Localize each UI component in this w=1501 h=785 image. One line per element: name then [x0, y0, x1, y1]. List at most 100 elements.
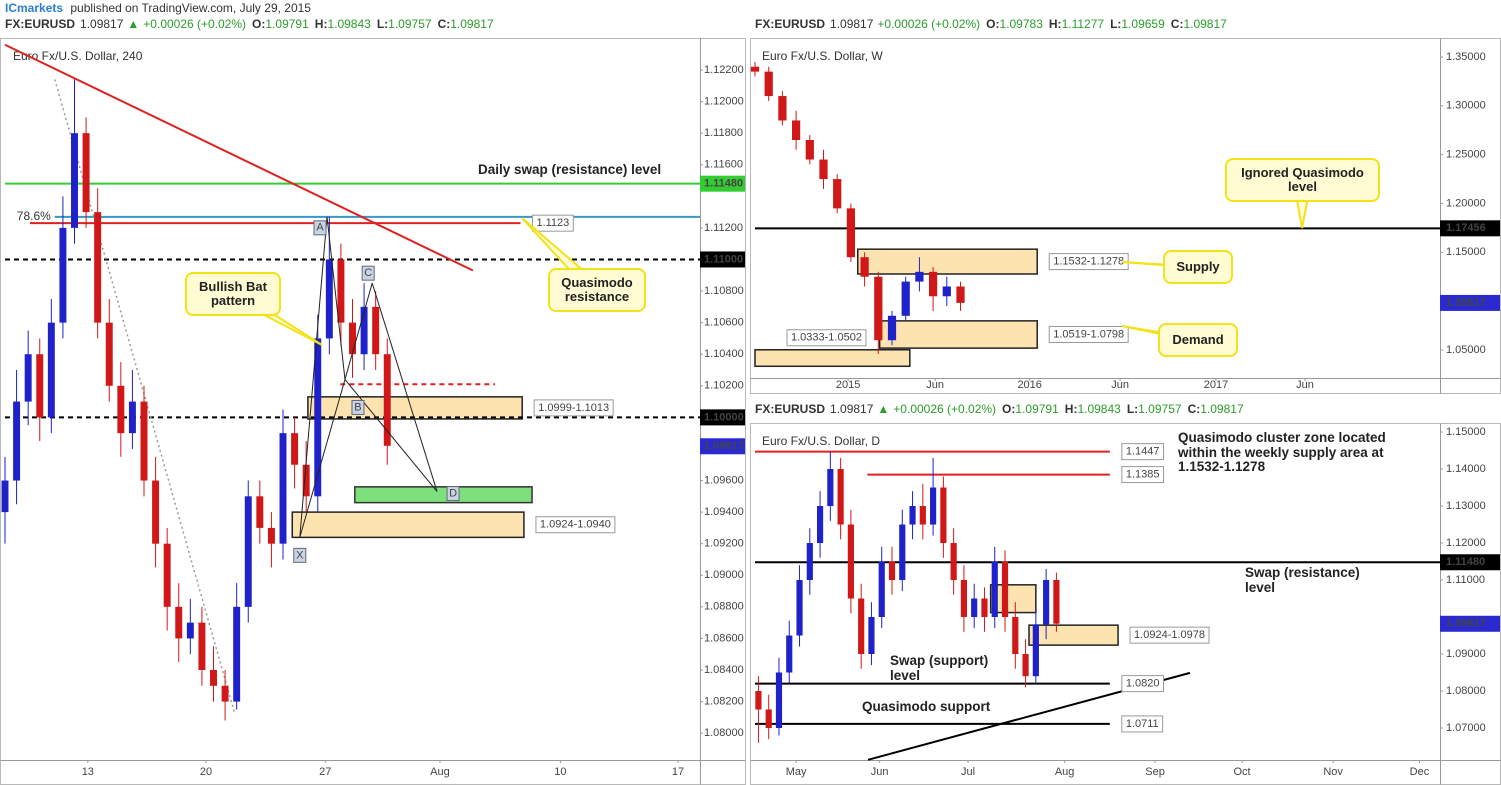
- pattern-point-label: X: [296, 549, 304, 561]
- x-tick-label: 17: [672, 766, 684, 778]
- zone-label-box: [535, 516, 616, 534]
- x-tick-label: Jun: [926, 379, 944, 391]
- candle-body: [372, 306, 380, 355]
- x-tick-label: Aug: [430, 766, 450, 778]
- candle-body: [36, 354, 44, 418]
- candle-body: [981, 598, 988, 618]
- candle-body: [930, 487, 937, 525]
- annotation: Quasimodo cluster zone located within th…: [1178, 429, 1386, 475]
- pattern-point: [293, 547, 307, 563]
- ohlc-value: 1.09659: [1121, 17, 1165, 31]
- candle-body: [887, 315, 897, 341]
- ohlc-label: O:: [986, 17, 999, 31]
- chart-header: FX:EURUSD 1.09817 ▲ +0.00026 (+0.02%) O:1.09…: [5, 17, 494, 31]
- annotation-box: Ignored Quasimodo level: [1225, 158, 1380, 202]
- y-tick-label: 1.08000: [1446, 685, 1486, 697]
- annotation: Ignored Quasimodo level: [1225, 158, 1380, 202]
- candle-body: [291, 433, 299, 465]
- chart-header: FX:EURUSD 1.09817 ▲ +0.00026 (+0.02%) O:1.09…: [755, 402, 1244, 416]
- y-tick-label: 1.11000: [1446, 574, 1485, 586]
- x-tick-label: Oct: [1233, 766, 1250, 778]
- annotation-box: Bullish Bat pattern: [185, 272, 281, 316]
- pattern-leg: [326, 216, 346, 380]
- pattern-point: [351, 399, 365, 415]
- annotation: Daily swap (resistance) level: [478, 161, 662, 177]
- level-label-box: [531, 214, 574, 232]
- y-tick-label: 1.11200: [704, 222, 743, 234]
- x-tick-label: Aug: [1055, 766, 1075, 778]
- y-tick-label: 1.15000: [1446, 246, 1486, 258]
- candle-body: [940, 487, 947, 544]
- ohlc-value: 1.09817: [450, 17, 494, 31]
- candle-body: [816, 506, 824, 544]
- candle-body: [337, 259, 345, 323]
- price-tag-label: 1.09817: [1446, 618, 1486, 630]
- y-tick-label: 1.09000: [704, 569, 744, 581]
- price-tag: [1440, 554, 1500, 571]
- candle-body: [24, 354, 32, 402]
- x-tick-label: Sep: [1145, 766, 1165, 778]
- x-tick-label: 20: [200, 766, 212, 778]
- zone-label-box: [1129, 626, 1210, 644]
- x-tick-label: 10: [554, 766, 566, 778]
- candle-body: [791, 120, 801, 141]
- y-tick-label: 1.25000: [1446, 149, 1486, 161]
- x-tick-label: 2016: [1017, 379, 1041, 391]
- y-tick-label: 1.12200: [704, 64, 744, 76]
- x-tick-label: Jul: [961, 766, 975, 778]
- candle-body: [1001, 561, 1009, 618]
- level-label: 1.0711: [1126, 718, 1159, 730]
- y-tick-label: 1.15000: [1446, 426, 1486, 438]
- candle-body: [837, 469, 844, 525]
- candle-body: [858, 598, 865, 655]
- candle-body: [942, 286, 951, 297]
- publisher[interactable]: ICmarkets: [5, 1, 63, 15]
- y-tick-label: 1.10400: [704, 348, 744, 360]
- price-tag-label: 1.09817: [1446, 297, 1486, 309]
- ohlc-value: 1.09843: [1077, 402, 1121, 416]
- ohlc-value: 1.09791: [1015, 402, 1059, 416]
- chart-header: FX:EURUSD 1.09817 +0.00026 (+0.02%) O:1.097…: [755, 17, 1227, 31]
- annotation: Swap (support) level: [890, 653, 989, 683]
- ohlc-value: 1.09757: [388, 17, 432, 31]
- annotation: Swap (resistance) level: [1245, 565, 1360, 595]
- ohlc-value: 1.09817: [1183, 17, 1227, 31]
- candle-body: [764, 71, 773, 97]
- annotation-box: Demand: [1158, 323, 1238, 357]
- x-tick-label: Nov: [1323, 766, 1343, 778]
- candle-body: [860, 257, 869, 277]
- zone: [307, 396, 523, 420]
- candle-body: [1, 480, 9, 513]
- candle-body: [909, 506, 916, 525]
- chart-title: Euro Fx/U.S. Dollar, 240: [13, 49, 143, 63]
- candle-body: [1012, 617, 1019, 655]
- candle-body: [233, 606, 241, 702]
- candle-body: [198, 622, 206, 670]
- pattern-point-label: A: [316, 222, 324, 234]
- ohlc-label: L:: [1110, 17, 1121, 31]
- publisher-line: ICmarkets published on TradingView.com, …: [5, 1, 311, 15]
- level-label-box: [1121, 466, 1164, 484]
- y-tick-label: 1.10600: [704, 317, 744, 329]
- candle-body: [950, 543, 957, 581]
- x-tick-label: May: [786, 766, 807, 778]
- candle-body: [325, 259, 333, 339]
- candle-body: [13, 401, 21, 481]
- candle-body: [755, 691, 762, 710]
- price-tag-label: 1.17456: [1446, 222, 1486, 234]
- candle-body: [899, 524, 906, 581]
- pattern-point: [446, 486, 460, 502]
- candle-body: [360, 306, 368, 355]
- y-tick-label: 1.12000: [1446, 537, 1486, 549]
- price-tag-label: 1.11480: [704, 178, 743, 190]
- change-arrow: ▲: [877, 402, 889, 416]
- candle-body: [775, 672, 783, 728]
- pattern-point-label: D: [449, 487, 457, 499]
- candle-body: [991, 561, 998, 618]
- zone: [1028, 624, 1119, 646]
- x-tick-label: Jun: [1111, 379, 1129, 391]
- y-tick-label: 1.08600: [704, 632, 744, 644]
- annotation: Quasimodo support: [862, 698, 991, 714]
- candle-body: [874, 276, 883, 341]
